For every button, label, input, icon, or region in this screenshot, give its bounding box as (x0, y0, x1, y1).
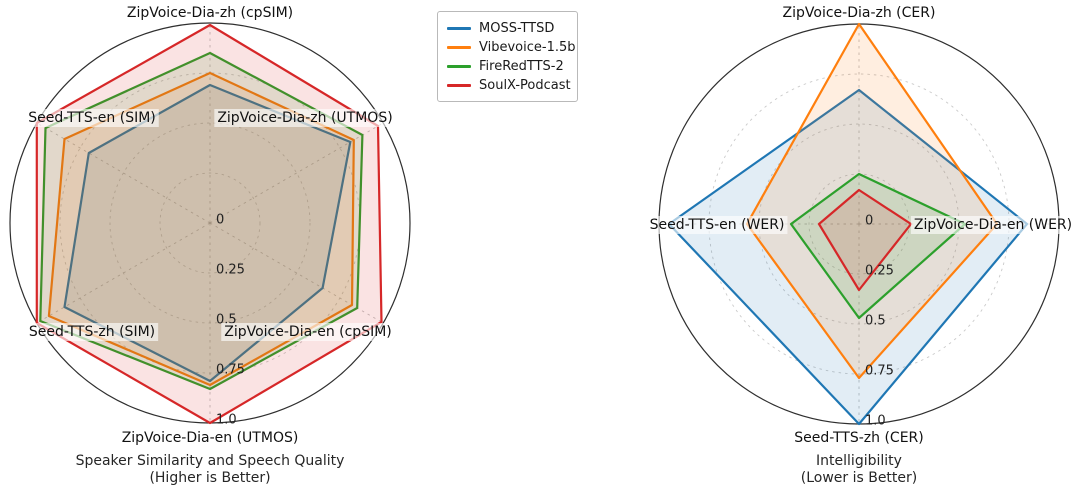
axis-label-bg (25, 323, 159, 341)
rtick-label: 1.0 (216, 413, 237, 428)
axis-label-bg (123, 4, 297, 22)
axis-label: ZipVoice-Dia-en (UTMOS) (122, 430, 299, 446)
right-chart-title: Intelligibility (816, 453, 902, 469)
legend-item: SoulX-Podcast (447, 76, 571, 95)
series-polygon-Vibevoice-1.5b (47, 71, 355, 387)
grid-spoke (36, 222, 211, 324)
axis-label-bg (118, 429, 302, 447)
legend: MOSS-TTSD Vibevoice-1.5b FireRedTTS-2 So… (437, 11, 578, 102)
legend-label: FireRedTTS-2 (479, 59, 564, 74)
series-polygon-Vibevoice-1.5b (745, 22, 999, 380)
legend-swatch (447, 46, 471, 49)
axis-label: Seed-TTS-en (WER) (650, 217, 785, 233)
axis-label-bg (910, 216, 1076, 234)
right-chart-title-block: Intelligibility (Lower is Better) (649, 453, 1069, 486)
legend-label: SoulX-Podcast (479, 78, 571, 93)
axis-label: ZipVoice-Dia-zh (cpSIM) (127, 5, 293, 21)
legend-swatch (447, 65, 471, 68)
series-polygon-SoulX-Podcast (35, 23, 383, 425)
axis-label-bg (214, 109, 396, 127)
axis-label-bg (646, 216, 788, 234)
rtick-label: 0 (216, 213, 224, 228)
right-chart-subtitle: (Lower is Better) (800, 470, 918, 486)
series-polygon-FireRedTTS-2 (39, 51, 364, 391)
rtick-label: 0.75 (865, 364, 894, 379)
left-chart-title-block: Speaker Similarity and Speech Quality (H… (0, 453, 420, 486)
legend-label: MOSS-TTSD (479, 21, 555, 36)
rtick-label: 1.0 (865, 414, 886, 429)
radar-chart-intelligibility: 0 0.25 0.5 0.75 1.0 ZipVoice-Dia-zh (CER) ZipV… (646, 4, 1076, 447)
left-chart-title: Speaker Similarity and Speech Quality (75, 453, 345, 469)
rtick-label: 0.25 (216, 263, 245, 278)
grid-spoke (209, 222, 384, 324)
axis-label-bg (25, 109, 159, 127)
rtick-label: 0.75 (216, 363, 245, 378)
legend-item: FireRedTTS-2 (447, 57, 571, 76)
series-polygon-MOSS-TTSD (667, 88, 1029, 426)
axis-label: Seed-TTS-en (SIM) (28, 110, 156, 126)
series-polygon-MOSS-TTSD (63, 83, 352, 383)
axis-label: ZipVoice-Dia-en (WER) (914, 217, 1072, 233)
grid-spoke (209, 122, 384, 224)
series-polygon-SoulX-Podcast (817, 188, 913, 292)
axis-label-bg (779, 4, 939, 22)
legend-item: MOSS-TTSD (447, 19, 571, 38)
rtick-label: 0.5 (865, 314, 886, 329)
axis-label: ZipVoice-Dia-en (cpSIM) (224, 324, 392, 340)
axis-label: Seed-TTS-zh (CER) (794, 430, 924, 446)
axis-label: ZipVoice-Dia-zh (UTMOS) (217, 110, 392, 126)
legend-label: Vibevoice-1.5b (479, 40, 576, 55)
rtick-label: 0.25 (865, 264, 894, 279)
legend-swatch (447, 84, 471, 87)
axis-label-bg (221, 323, 395, 341)
left-chart-subtitle: (Higher is Better) (149, 470, 271, 486)
grid-ring (159, 172, 261, 274)
axis-label: Seed-TTS-zh (SIM) (29, 324, 155, 340)
rtick-label: 0 (865, 214, 873, 229)
legend-swatch (447, 27, 471, 30)
legend-item: Vibevoice-1.5b (447, 38, 576, 57)
grid-spoke (36, 122, 211, 224)
axis-label: ZipVoice-Dia-zh (CER) (783, 5, 936, 21)
axis-label-bg (791, 429, 927, 447)
